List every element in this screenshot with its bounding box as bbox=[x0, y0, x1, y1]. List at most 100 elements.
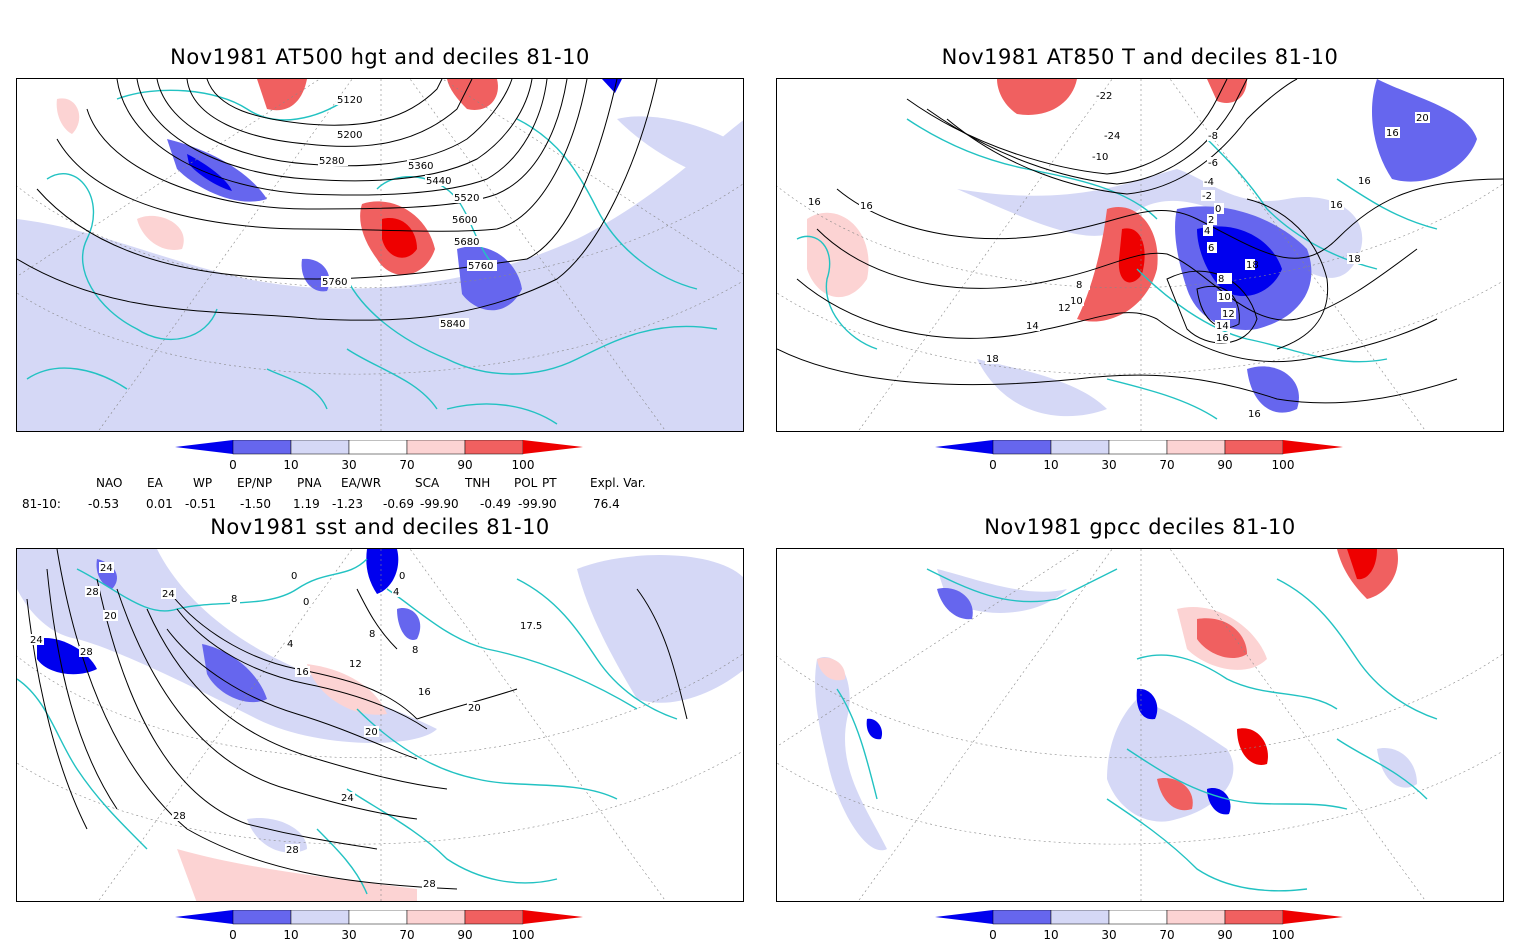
temp-contour-labels: -22 -24 -10 -8 -6 -4 -2 0 2 4 6 8 10 12 … bbox=[807, 90, 1430, 420]
svg-text:4: 4 bbox=[1204, 226, 1210, 237]
index-header: EA/WR bbox=[341, 476, 382, 490]
colorbar-tick: 10 bbox=[283, 458, 299, 472]
colorbar-swatches bbox=[175, 439, 583, 455]
graticule bbox=[777, 79, 1503, 431]
colorbar-tick: 0 bbox=[989, 458, 997, 472]
map-panel-gpcc bbox=[776, 548, 1504, 902]
svg-text:-22: -22 bbox=[1096, 91, 1112, 102]
svg-text:5440: 5440 bbox=[426, 176, 451, 187]
colorbar-tick: 70 bbox=[399, 458, 415, 472]
svg-text:5200: 5200 bbox=[337, 130, 362, 141]
index-value: 1.19 bbox=[293, 497, 320, 511]
svg-text:24: 24 bbox=[100, 563, 113, 574]
svg-text:18: 18 bbox=[1246, 260, 1259, 271]
svg-text:20: 20 bbox=[468, 703, 481, 714]
svg-text:5680: 5680 bbox=[454, 237, 479, 248]
svg-text:5280: 5280 bbox=[319, 156, 344, 167]
index-header: EP/NP bbox=[237, 476, 273, 490]
temp-contours bbox=[777, 79, 1503, 404]
colorbar-tick: 0 bbox=[229, 928, 237, 942]
index-value: -0.49 bbox=[480, 497, 512, 511]
colorbar-tick: 100 bbox=[1271, 928, 1295, 942]
svg-text:6: 6 bbox=[1208, 243, 1214, 254]
index-value: -1.23 bbox=[332, 497, 364, 511]
svg-text:16: 16 bbox=[418, 687, 431, 698]
svg-text:-8: -8 bbox=[1208, 131, 1218, 142]
colorbar-tick: 10 bbox=[283, 928, 299, 942]
map-panel-500hgt: 5120 5200 5280 5360 5440 5520 5600 5680 … bbox=[16, 78, 744, 432]
colorbar-sst: 0 10 30 70 90 100 bbox=[175, 909, 585, 946]
index-header: POL bbox=[514, 476, 538, 490]
svg-text:18: 18 bbox=[1348, 254, 1361, 265]
svg-text:16: 16 bbox=[1216, 333, 1229, 344]
panel-title-sst: Nov1981 sst and deciles 81-10 bbox=[210, 515, 550, 539]
svg-text:16: 16 bbox=[296, 667, 309, 678]
index-value: 76.4 bbox=[593, 497, 620, 511]
coastlines bbox=[796, 118, 1438, 420]
svg-text:12: 12 bbox=[349, 659, 362, 670]
colorbar-tick: 100 bbox=[511, 458, 535, 472]
colorbar-tick: 70 bbox=[399, 928, 415, 942]
index-header: EA bbox=[147, 476, 163, 490]
svg-text:24: 24 bbox=[341, 793, 354, 804]
colorbar-tick: 0 bbox=[989, 928, 997, 942]
colorbar-gpcc: 0 10 30 70 90 100 bbox=[935, 909, 1345, 946]
svg-text:16: 16 bbox=[1330, 200, 1343, 211]
svg-text:0: 0 bbox=[1215, 204, 1221, 215]
svg-text:20: 20 bbox=[365, 727, 378, 738]
svg-text:10: 10 bbox=[1070, 296, 1083, 307]
graticule bbox=[777, 549, 1503, 901]
height-contours bbox=[17, 79, 658, 321]
map-850t-svg: -22 -24 -10 -8 -6 -4 -2 0 2 4 6 8 10 12 … bbox=[777, 79, 1503, 431]
height-contour-labels: 5120 5200 5280 5360 5440 5520 5600 5680 … bbox=[318, 94, 497, 330]
map-500hgt-svg: 5120 5200 5280 5360 5440 5520 5600 5680 … bbox=[17, 79, 743, 431]
colorbar-tick: 10 bbox=[1043, 928, 1059, 942]
colorbar-tick: 90 bbox=[1217, 928, 1233, 942]
svg-text:-10: -10 bbox=[1092, 152, 1108, 163]
svg-text:28: 28 bbox=[80, 647, 93, 658]
svg-text:8: 8 bbox=[231, 594, 237, 605]
svg-text:-6: -6 bbox=[1208, 158, 1218, 169]
svg-text:5840: 5840 bbox=[440, 319, 465, 330]
svg-text:4: 4 bbox=[287, 639, 293, 650]
svg-text:0: 0 bbox=[291, 571, 297, 582]
panel-title-gpcc: Nov1981 gpcc deciles 81-10 bbox=[984, 515, 1296, 539]
svg-text:12: 12 bbox=[1222, 309, 1235, 320]
index-header: PNA bbox=[297, 476, 322, 490]
colorbar-tick: 70 bbox=[1159, 928, 1175, 942]
panel-title-500hgt: Nov1981 AT500 hgt and deciles 81-10 bbox=[170, 45, 590, 69]
colorbar-swatches bbox=[935, 909, 1343, 925]
map-sst-svg: 0 0 8 4 0 4 8 12 16 8 16 20 20 24 28 28 … bbox=[17, 549, 743, 901]
svg-text:28: 28 bbox=[423, 879, 436, 890]
index-header: WP bbox=[193, 476, 213, 490]
index-value: -1.50 bbox=[240, 497, 272, 511]
colorbar-850t: 0 10 30 70 90 100 bbox=[935, 439, 1345, 476]
svg-text:10: 10 bbox=[1218, 292, 1231, 303]
graticule bbox=[17, 79, 743, 431]
svg-text:8: 8 bbox=[1218, 274, 1224, 285]
colorbar-tick: 30 bbox=[1101, 458, 1117, 472]
svg-text:14: 14 bbox=[1026, 321, 1039, 332]
svg-text:8: 8 bbox=[1076, 280, 1082, 291]
map-panel-sst: 0 0 8 4 0 4 8 12 16 8 16 20 20 24 28 28 … bbox=[16, 548, 744, 902]
svg-text:20: 20 bbox=[104, 611, 117, 622]
colorbar-tick: 90 bbox=[457, 458, 473, 472]
svg-text:16: 16 bbox=[808, 197, 821, 208]
index-value: -99.90 bbox=[420, 497, 459, 511]
svg-text:18: 18 bbox=[986, 354, 999, 365]
colorbar-tick: 90 bbox=[1217, 458, 1233, 472]
svg-text:16: 16 bbox=[860, 201, 873, 212]
colorbar-tick: 10 bbox=[1043, 458, 1059, 472]
decile-shading bbox=[17, 79, 743, 431]
svg-text:28: 28 bbox=[86, 587, 99, 598]
index-value: -0.69 bbox=[383, 497, 415, 511]
colorbar-500hgt: 0 10 30 70 90 100 bbox=[175, 439, 585, 476]
svg-text:-24: -24 bbox=[1104, 131, 1120, 142]
map-gpcc-svg bbox=[777, 549, 1503, 901]
svg-text:-4: -4 bbox=[1204, 177, 1214, 188]
svg-text:20: 20 bbox=[1416, 113, 1429, 124]
index-value: -99.90 bbox=[518, 497, 557, 511]
svg-text:16: 16 bbox=[1386, 128, 1399, 139]
svg-text:5600: 5600 bbox=[452, 215, 477, 226]
svg-text:5120: 5120 bbox=[337, 95, 362, 106]
